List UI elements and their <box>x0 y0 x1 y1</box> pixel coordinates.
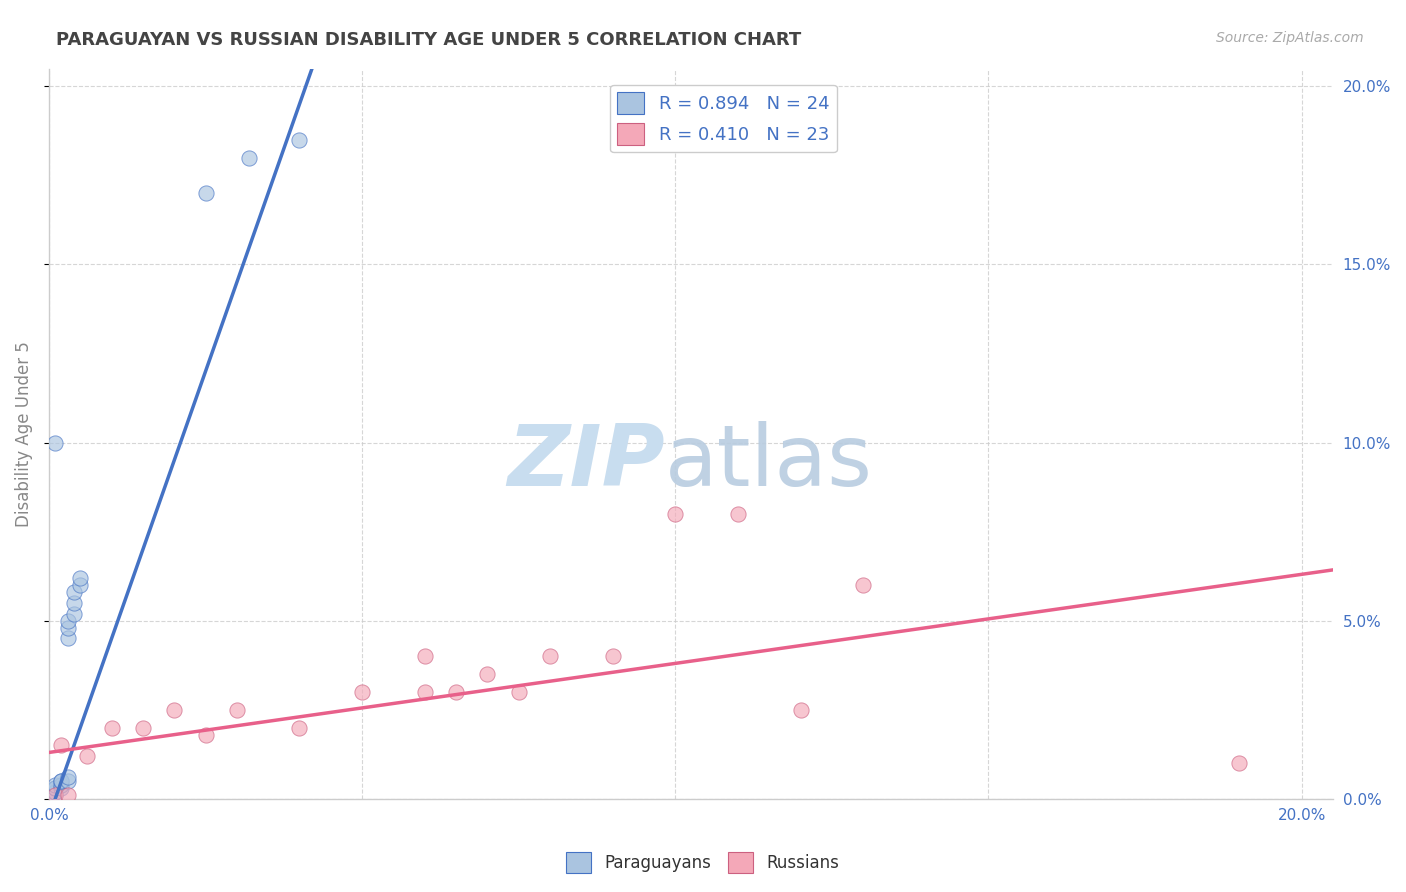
Point <box>602 649 624 664</box>
Point <box>56 774 79 789</box>
Text: Source: ZipAtlas.com: Source: ZipAtlas.com <box>1216 31 1364 45</box>
Point <box>63 607 86 621</box>
Point <box>76 749 98 764</box>
Point <box>51 739 73 753</box>
Point <box>44 780 66 795</box>
Point <box>44 788 66 802</box>
Legend: R = 0.894   N = 24, R = 0.410   N = 23: R = 0.894 N = 24, R = 0.410 N = 23 <box>610 85 837 153</box>
Point <box>413 685 436 699</box>
Point <box>852 578 875 592</box>
Point <box>56 788 79 802</box>
Point <box>56 621 79 635</box>
Point <box>194 728 217 742</box>
Text: PARAGUAYAN VS RUSSIAN DISABILITY AGE UNDER 5 CORRELATION CHART: PARAGUAYAN VS RUSSIAN DISABILITY AGE UND… <box>56 31 801 49</box>
Point <box>413 649 436 664</box>
Point <box>288 721 311 735</box>
Point <box>664 507 686 521</box>
Point <box>1227 756 1250 771</box>
Point <box>444 685 467 699</box>
Point <box>44 780 66 795</box>
Point <box>727 507 749 521</box>
Point <box>51 774 73 789</box>
Y-axis label: Disability Age Under 5: Disability Age Under 5 <box>15 341 32 526</box>
Point <box>44 777 66 791</box>
Point <box>69 578 91 592</box>
Point <box>44 784 66 798</box>
Point <box>538 649 561 664</box>
Text: atlas: atlas <box>665 421 873 504</box>
Point <box>51 777 73 791</box>
Point <box>238 151 260 165</box>
Point <box>132 721 155 735</box>
Point <box>194 186 217 201</box>
Point <box>56 771 79 785</box>
Point <box>100 721 122 735</box>
Point <box>51 774 73 789</box>
Point <box>352 685 374 699</box>
Point <box>288 133 311 147</box>
Point <box>56 614 79 628</box>
Point <box>63 585 86 599</box>
Point <box>44 784 66 798</box>
Point <box>63 596 86 610</box>
Point <box>789 703 811 717</box>
Point <box>508 685 530 699</box>
Point <box>225 703 247 717</box>
Text: ZIP: ZIP <box>508 421 665 504</box>
Point <box>477 667 499 681</box>
Point <box>51 780 73 795</box>
Point <box>44 788 66 802</box>
Point <box>69 571 91 585</box>
Legend: Paraguayans, Russians: Paraguayans, Russians <box>560 846 846 880</box>
Point <box>44 435 66 450</box>
Point <box>56 632 79 646</box>
Point <box>163 703 186 717</box>
